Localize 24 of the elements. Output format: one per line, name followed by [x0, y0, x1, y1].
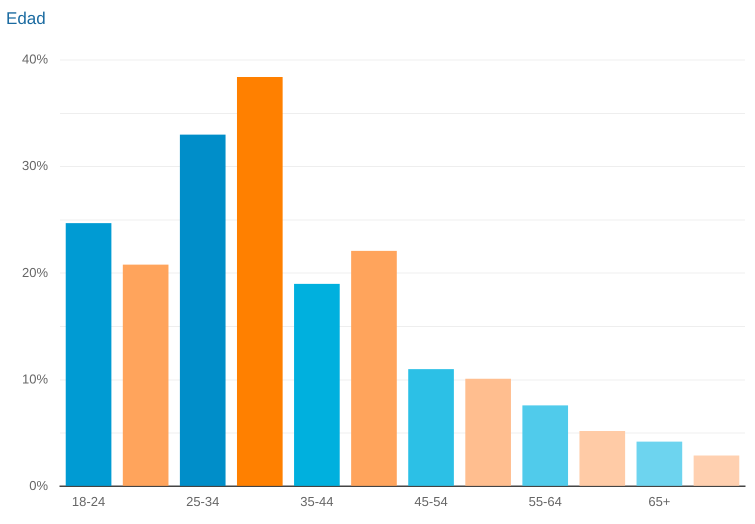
bar	[636, 442, 682, 486]
y-tick-label: 10%	[22, 371, 48, 386]
x-tick-label: 55-64	[528, 494, 562, 509]
bar	[66, 223, 112, 486]
y-tick-label: 0%	[29, 478, 48, 493]
bar	[122, 264, 168, 486]
y-tick-label: 30%	[22, 158, 48, 174]
x-tick-label: 45-54	[414, 494, 448, 509]
bar	[294, 284, 340, 486]
x-tick-label: 25-34	[186, 494, 220, 509]
x-tick-label: 65+	[648, 494, 670, 509]
bar	[180, 134, 226, 486]
bar	[465, 378, 511, 486]
bar	[408, 369, 454, 486]
y-tick-label: 40%	[22, 52, 48, 67]
y-tick-label: 20%	[22, 264, 48, 280]
chart-title: Edad	[6, 9, 46, 29]
x-tick-label: 18-24	[72, 494, 106, 509]
bar	[351, 250, 397, 486]
bar	[579, 430, 626, 486]
bar	[236, 77, 283, 486]
x-tick-label: 35-44	[300, 494, 334, 509]
bar	[522, 405, 568, 486]
bar	[694, 455, 740, 486]
